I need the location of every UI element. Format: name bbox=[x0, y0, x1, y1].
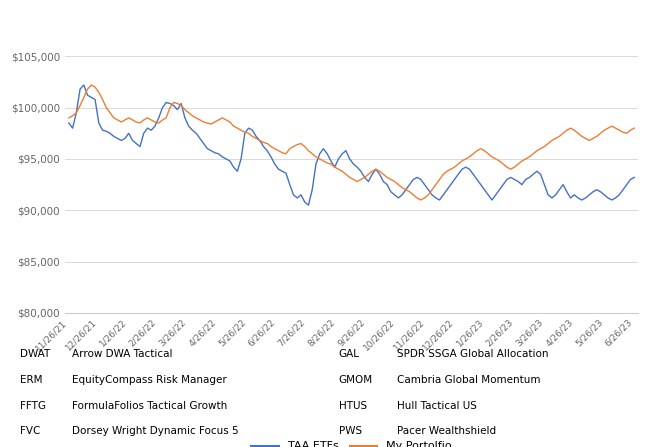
TAA ETFs bbox=[450, 177, 458, 182]
Text: Pacer Wealthshield: Pacer Wealthshield bbox=[397, 426, 496, 436]
My Portolfio bbox=[630, 126, 638, 131]
Text: Cambria Global Momentum: Cambria Global Momentum bbox=[397, 375, 540, 384]
Text: HTUS: HTUS bbox=[339, 401, 367, 410]
My Portolfio bbox=[264, 141, 271, 146]
TAA ETFs bbox=[211, 150, 219, 156]
Text: GMOM: GMOM bbox=[339, 375, 372, 384]
Line: My Portolfio: My Portolfio bbox=[69, 85, 634, 200]
Text: FFTG: FFTG bbox=[20, 401, 46, 410]
My Portolfio bbox=[87, 82, 95, 88]
TAA ETFs bbox=[80, 82, 88, 88]
Text: Hull Tactical US: Hull Tactical US bbox=[397, 401, 477, 410]
My Portolfio bbox=[417, 197, 424, 202]
Text: PWS: PWS bbox=[339, 426, 362, 436]
TAA ETFs bbox=[155, 115, 163, 121]
Text: EquityCompass Risk Manager: EquityCompass Risk Manager bbox=[72, 375, 227, 384]
Text: DWAT: DWAT bbox=[20, 349, 49, 358]
Line: TAA ETFs: TAA ETFs bbox=[69, 85, 634, 205]
Text: Dorsey Wright Dynamic Focus 5: Dorsey Wright Dynamic Focus 5 bbox=[72, 426, 238, 436]
My Portolfio bbox=[155, 120, 163, 126]
TAA ETFs bbox=[65, 120, 73, 126]
My Portolfio bbox=[84, 86, 92, 92]
TAA ETFs bbox=[630, 175, 638, 180]
My Portolfio bbox=[65, 115, 73, 121]
My Portolfio bbox=[211, 119, 219, 125]
TAA ETFs bbox=[439, 192, 447, 198]
Text: Arrow DWA Tactical: Arrow DWA Tactical bbox=[72, 349, 172, 358]
TAA ETFs bbox=[305, 202, 312, 208]
Text: GAL: GAL bbox=[339, 349, 359, 358]
Text: FormulaFolios Tactical Growth: FormulaFolios Tactical Growth bbox=[72, 401, 227, 410]
TAA ETFs bbox=[264, 148, 271, 153]
My Portolfio bbox=[439, 172, 447, 177]
My Portolfio bbox=[450, 164, 458, 170]
Text: SPDR SSGA Global Allocation: SPDR SSGA Global Allocation bbox=[397, 349, 549, 358]
TAA ETFs bbox=[87, 95, 95, 100]
Legend: TAA ETFs, My Portolfio: TAA ETFs, My Portolfio bbox=[251, 442, 452, 447]
Text: ERM: ERM bbox=[20, 375, 42, 384]
Text: FVC: FVC bbox=[20, 426, 40, 436]
